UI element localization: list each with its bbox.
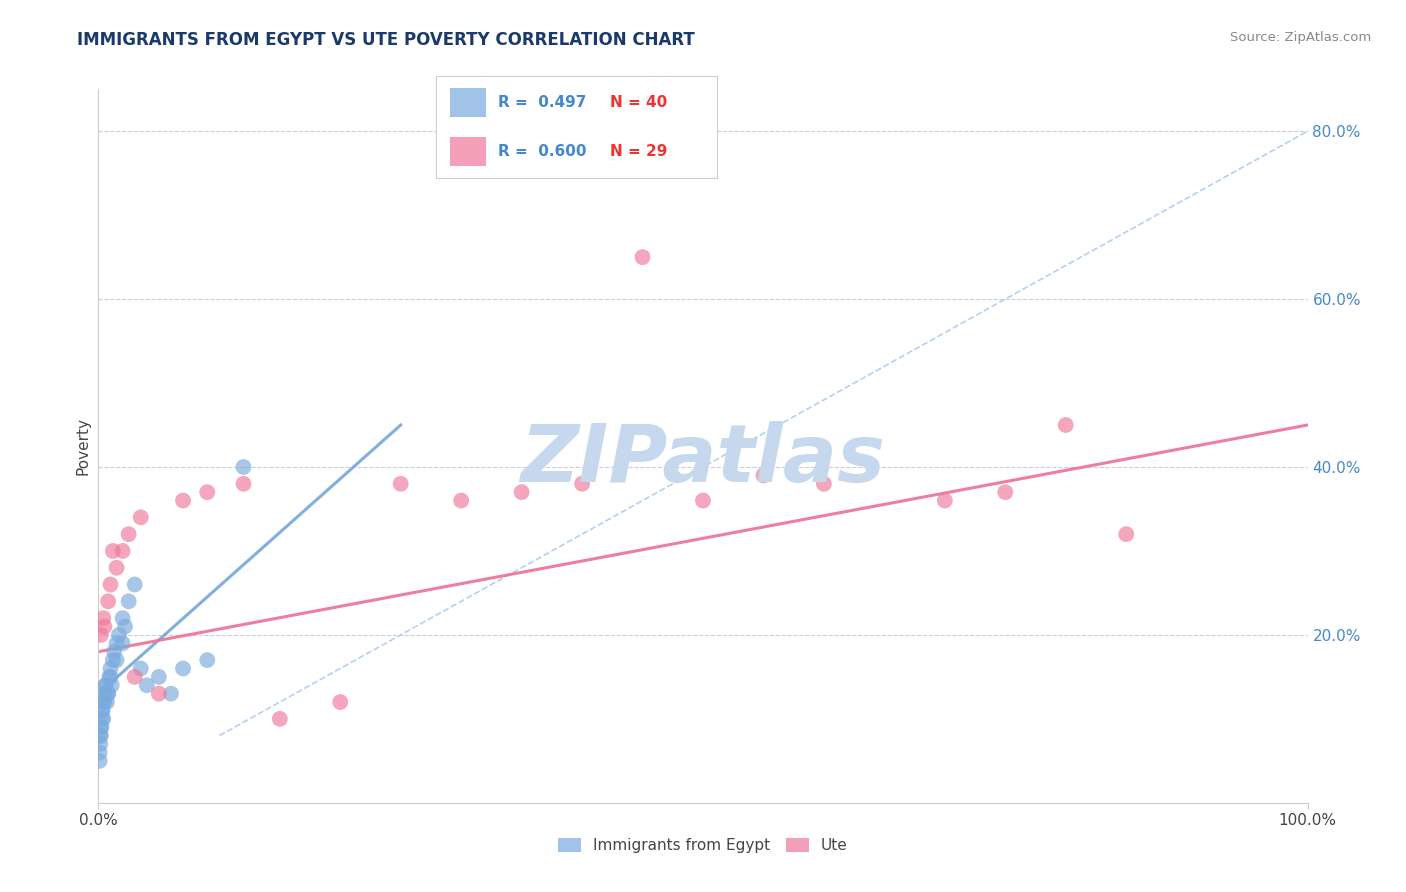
- Point: [103, 645, 125, 659]
- Point: [89, 737, 111, 751]
- Point: [100, 661, 122, 675]
- Point: [101, 653, 124, 667]
- Point: [631, 250, 654, 264]
- Point: [135, 678, 157, 692]
- Point: [93, 695, 115, 709]
- Point: [93, 619, 115, 633]
- Point: [118, 527, 141, 541]
- Point: [232, 476, 254, 491]
- Text: N = 40: N = 40: [610, 95, 668, 110]
- Point: [91, 712, 114, 726]
- Point: [160, 687, 183, 701]
- Point: [111, 611, 134, 625]
- Point: [90, 720, 112, 734]
- Point: [97, 594, 120, 608]
- Point: [100, 577, 122, 591]
- FancyBboxPatch shape: [450, 137, 486, 166]
- Point: [91, 611, 114, 625]
- Point: [94, 678, 117, 692]
- Point: [1054, 417, 1077, 432]
- Point: [90, 729, 112, 743]
- Point: [111, 544, 134, 558]
- Point: [118, 594, 141, 608]
- Point: [232, 460, 254, 475]
- Point: [91, 712, 114, 726]
- Point: [97, 687, 120, 701]
- Text: R =  0.600: R = 0.600: [498, 145, 586, 160]
- Point: [91, 695, 114, 709]
- Point: [1115, 527, 1137, 541]
- Point: [100, 678, 122, 692]
- Point: [97, 687, 120, 701]
- Point: [105, 560, 128, 574]
- Point: [329, 695, 352, 709]
- Point: [94, 678, 117, 692]
- Point: [91, 703, 114, 717]
- Point: [934, 493, 956, 508]
- Point: [124, 670, 146, 684]
- Point: [129, 661, 152, 675]
- Text: R =  0.497: R = 0.497: [498, 95, 586, 110]
- Point: [90, 628, 112, 642]
- Point: [111, 636, 134, 650]
- Point: [101, 544, 124, 558]
- Point: [100, 670, 122, 684]
- Point: [93, 687, 115, 701]
- Point: [195, 653, 218, 667]
- Point: [692, 493, 714, 508]
- Point: [105, 636, 128, 650]
- Point: [148, 687, 170, 701]
- Text: IMMIGRANTS FROM EGYPT VS UTE POVERTY CORRELATION CHART: IMMIGRANTS FROM EGYPT VS UTE POVERTY COR…: [77, 31, 695, 49]
- Point: [89, 746, 111, 760]
- Point: [269, 712, 291, 726]
- Point: [124, 577, 146, 591]
- Point: [148, 670, 170, 684]
- Point: [98, 670, 121, 684]
- Y-axis label: Poverty: Poverty: [75, 417, 90, 475]
- Point: [89, 754, 111, 768]
- Point: [813, 476, 835, 491]
- Text: Source: ZipAtlas.com: Source: ZipAtlas.com: [1230, 31, 1371, 45]
- Point: [510, 485, 533, 500]
- Point: [90, 720, 112, 734]
- FancyBboxPatch shape: [450, 88, 486, 117]
- Point: [195, 485, 218, 500]
- Point: [108, 628, 131, 642]
- Legend: Immigrants from Egypt, Ute: Immigrants from Egypt, Ute: [553, 831, 853, 859]
- Point: [172, 661, 194, 675]
- Point: [129, 510, 152, 524]
- Point: [450, 493, 472, 508]
- Point: [96, 695, 118, 709]
- Point: [172, 493, 194, 508]
- Point: [91, 703, 114, 717]
- Point: [752, 468, 775, 483]
- Point: [105, 653, 128, 667]
- Point: [114, 619, 136, 633]
- Point: [89, 729, 111, 743]
- Point: [389, 476, 412, 491]
- Text: N = 29: N = 29: [610, 145, 668, 160]
- Point: [571, 476, 593, 491]
- Point: [994, 485, 1017, 500]
- Text: ZIPatlas: ZIPatlas: [520, 421, 886, 500]
